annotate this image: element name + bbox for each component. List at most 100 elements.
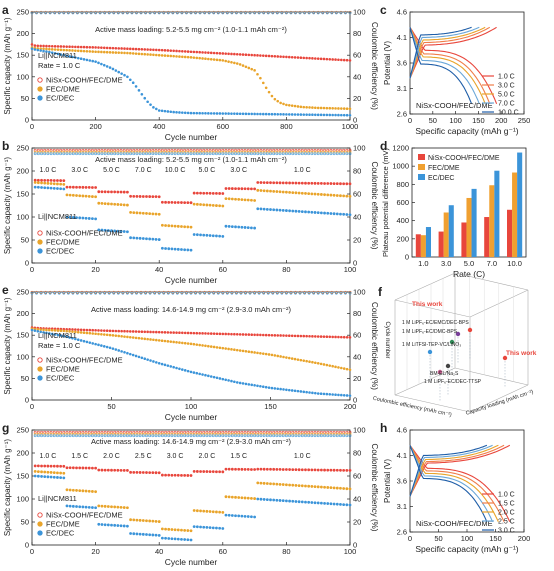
rate-point-b: [186, 201, 190, 205]
capacity-point-a: [238, 63, 242, 66]
rate-point-b: [59, 179, 63, 182]
ce-point-g: [189, 430, 193, 434]
ce-point-e: [284, 291, 288, 295]
rate-point-g: [180, 528, 183, 532]
rate-point-b: [43, 181, 47, 185]
ce-point-g: [157, 434, 161, 438]
ce-point-g: [329, 430, 333, 434]
rate-label-b: 1.0 C: [40, 167, 57, 174]
x-tick-label-b: 40: [155, 265, 163, 274]
rate-point-g: [189, 529, 193, 533]
capacity-point-e: [287, 388, 291, 392]
capacity-point-a: [311, 57, 314, 60]
rate-point-g: [84, 505, 88, 509]
capacity-point-a: [39, 47, 42, 50]
capacity-point-a: [348, 113, 352, 117]
rate-point-b: [218, 192, 222, 195]
capacity-point-a: [244, 112, 248, 116]
y-tick-label-e: 50: [21, 374, 29, 383]
capacity-point-a: [163, 54, 167, 57]
capacity-point-a: [94, 60, 97, 63]
capacity-point-e: [207, 344, 210, 348]
f-label: 1 M LiPF₆-EC/EMC/DEC-BPS: [402, 320, 469, 326]
ce-point-b: [100, 152, 104, 156]
y2-tick-label-b: 20: [353, 236, 361, 245]
capacity-point-a: [189, 56, 193, 59]
ce-point-g: [243, 434, 247, 438]
rate-point-g: [288, 468, 291, 471]
capacity-point-e: [287, 356, 291, 360]
capacity-point-e: [340, 366, 343, 370]
rate-point-g: [68, 504, 72, 508]
rate-point-b: [304, 192, 307, 195]
ce-point-g: [103, 434, 107, 438]
ce-point-a: [89, 11, 93, 15]
capacity-point-a: [348, 59, 352, 62]
ce-point-b: [221, 148, 225, 152]
rate-point-b: [269, 181, 272, 185]
capacity-point-e: [192, 371, 196, 374]
rate-point-b: [110, 202, 113, 206]
rate-point-g: [227, 513, 231, 517]
ce-point-a: [66, 11, 70, 15]
y-tick-label-g: 150: [16, 472, 29, 481]
capacity-point-a: [264, 86, 268, 90]
ce-point-g: [103, 430, 107, 434]
ce-point-a: [244, 11, 247, 15]
capacity-point-a: [311, 106, 314, 109]
capacity-point-a: [45, 44, 48, 48]
ce-point-e: [148, 291, 152, 295]
y-tick-label-h: 4.1: [397, 451, 407, 460]
capacity-point-e: [334, 393, 337, 396]
rate-point-g: [84, 466, 88, 470]
rate-point-g: [199, 470, 202, 473]
capacity-point-a: [123, 73, 126, 77]
rate-point-b: [189, 225, 193, 229]
ce-point-g: [326, 430, 330, 434]
rate-label-b: 5.0 C: [103, 167, 120, 174]
capacity-point-e: [253, 384, 256, 387]
rate-point-g: [265, 482, 269, 485]
ce-point-g: [71, 432, 75, 436]
capacity-point-e: [157, 330, 161, 334]
capacity-point-a: [45, 47, 48, 51]
capacity-point-e: [345, 367, 349, 371]
capacity-point-e: [207, 332, 210, 335]
rate-label-g: 1.5 C: [71, 453, 88, 460]
capacity-point-e: [279, 334, 282, 337]
ce-point-b: [218, 152, 222, 156]
ce-point-g: [40, 434, 43, 438]
capacity-point-a: [302, 113, 306, 116]
rate-point-b: [234, 197, 237, 201]
ce-point-g: [224, 432, 228, 436]
ce-point-b: [59, 148, 63, 152]
ce-point-g: [218, 432, 222, 436]
ce-point-b: [145, 152, 148, 156]
ce-point-g: [36, 432, 40, 436]
capacity-point-a: [102, 63, 106, 67]
capacity-point-a: [155, 107, 158, 111]
ce-point-b: [170, 148, 174, 152]
capacity-point-e: [155, 361, 158, 364]
rate-point-g: [237, 496, 241, 499]
rate-point-g: [141, 471, 145, 474]
capacity-point-a: [42, 44, 45, 48]
capacity-point-a: [195, 50, 199, 54]
ce-point-b: [154, 148, 158, 152]
ce-point-a: [230, 11, 234, 15]
rate-point-b: [307, 181, 311, 185]
ce-point-g: [332, 432, 336, 436]
capacity-point-a: [192, 111, 196, 115]
rate-point-g: [113, 523, 117, 527]
ce-point-g: [262, 432, 266, 436]
capacity-point-a: [305, 105, 308, 109]
ce-point-g: [307, 434, 311, 438]
rate-point-b: [84, 185, 88, 189]
legend-marker-b: [37, 248, 43, 254]
rate-point-b: [316, 211, 320, 215]
capacity-point-e: [308, 360, 311, 364]
ce-point-a: [44, 11, 48, 15]
ce-point-a: [116, 11, 120, 15]
capacity-point-a: [59, 45, 63, 48]
ce-point-b: [186, 150, 190, 154]
